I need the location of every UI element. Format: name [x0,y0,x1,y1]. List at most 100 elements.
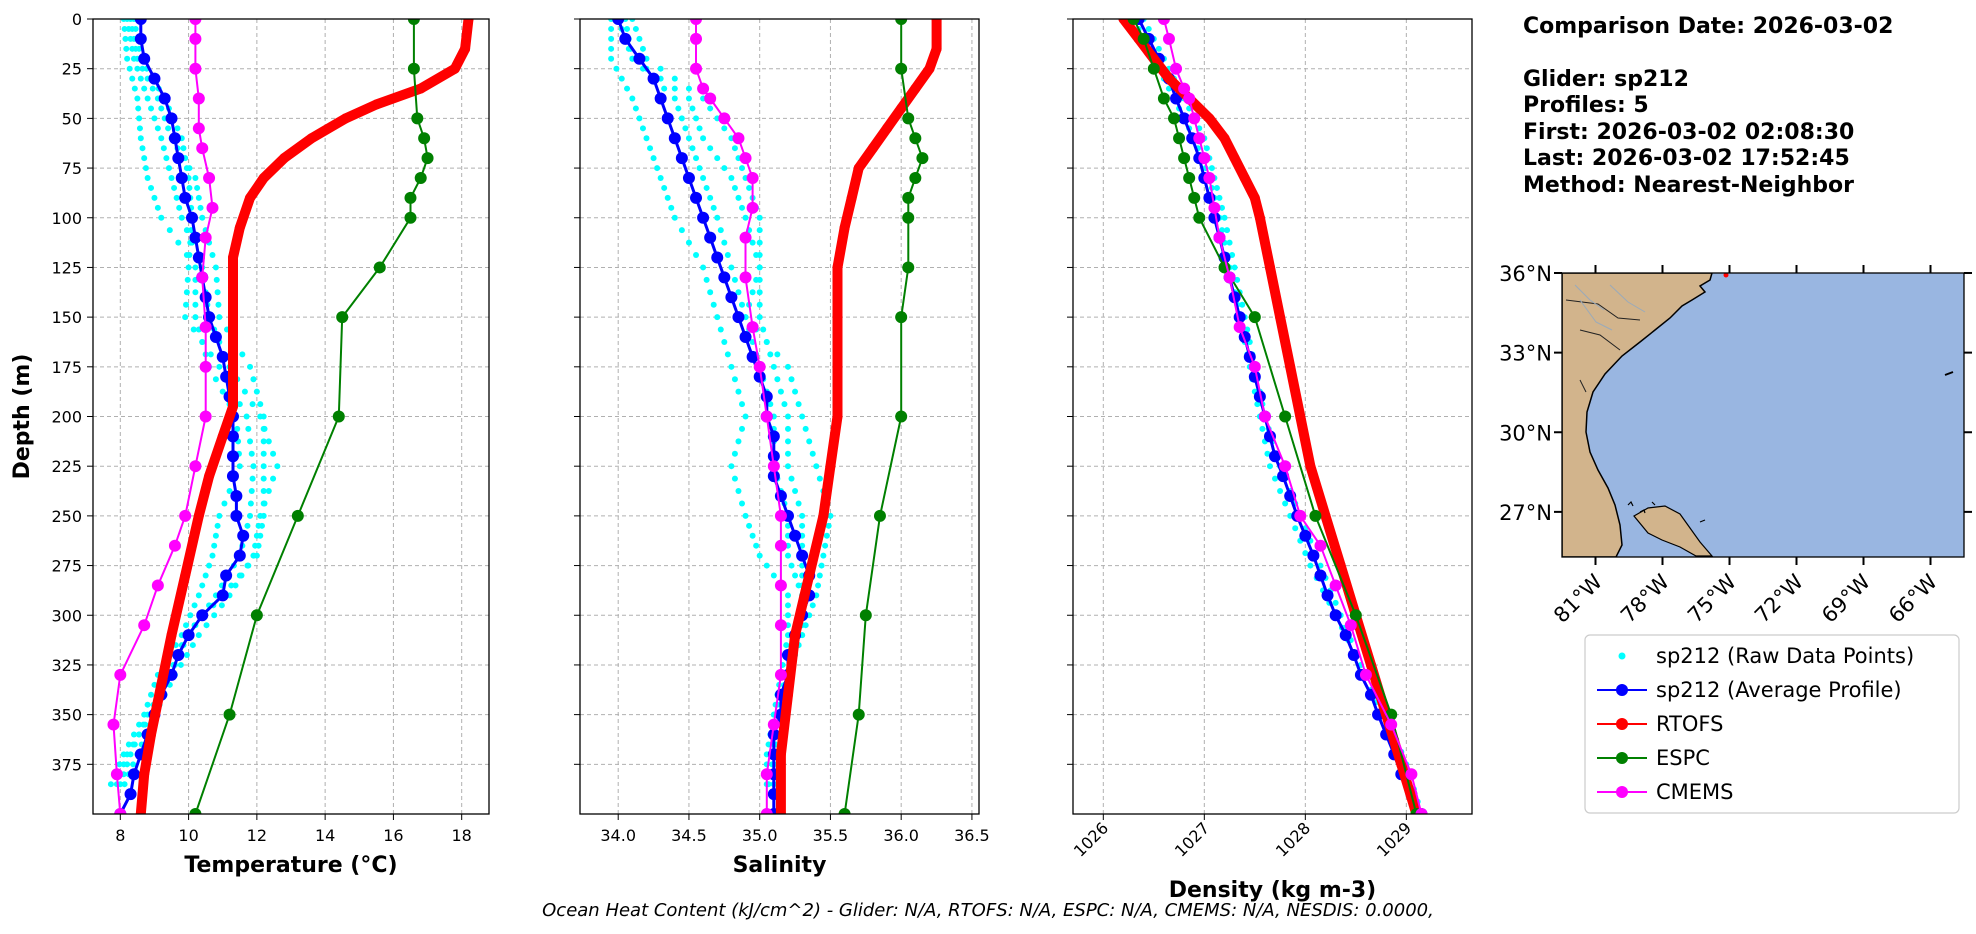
raw-data-point [123,45,130,52]
y-tick-label: 100 [51,209,82,228]
rtofs-point [1204,113,1215,124]
raw-data-point [784,425,791,432]
raw-data-point [176,204,183,211]
legend-label-raw: sp212 (Raw Data Points) [1656,644,1914,668]
avg-point [165,112,178,125]
raw-data-point [818,562,825,569]
raw-data-point [236,572,243,579]
y-tick-label: 25 [62,60,82,79]
rtofs-point [139,769,150,780]
raw-data-point [816,572,823,579]
map-rivers [1574,284,1646,331]
raw-data-point [144,95,151,102]
avg-point [134,19,147,25]
raw-data-point [207,351,214,358]
espc-point [418,132,431,145]
raw-data-point [130,731,137,738]
raw-data-point [168,175,175,181]
raw-data-point [221,500,228,507]
map-bahamas [1627,500,1706,523]
raw-data-point [707,194,714,201]
raw-data-point [215,301,222,308]
avg-point [216,350,229,363]
raw-data-point [618,75,625,82]
raw-data-point [799,522,806,529]
raw-data-point [197,204,204,211]
method: Method: Nearest-Neighbor [1523,172,1854,198]
rtofs-point [258,173,269,183]
raw-data-point [260,463,267,470]
cmems-point [1314,539,1327,552]
raw-data-point [253,388,260,395]
rtofs-point [227,361,238,372]
y-axis-label: Depth (m) [10,354,35,480]
raw-data-point [710,204,717,211]
espc-point [902,112,915,125]
rtofs-point [217,431,228,442]
avg-point [746,350,759,363]
raw-data-point [815,582,822,589]
raw-data-point [1244,326,1251,333]
raw-data-point [236,463,243,470]
cmems-line [112,19,214,814]
avg-point [647,72,660,85]
raw-data-point [809,450,816,457]
raw-data-point [203,622,210,629]
x-tick-label: 8 [115,826,125,845]
raw-data-point [127,19,134,22]
raw-data-point [608,25,615,32]
raw-data-point [270,450,277,457]
x-axis-label: Salinity [733,853,827,878]
espc-point [407,19,420,25]
y-tick-label: 50 [62,109,82,128]
cmems-point [774,619,787,632]
raw-data-point [728,463,735,470]
espc-point [189,808,202,814]
cmems-point [192,122,205,135]
avg-point [182,629,195,642]
raw-data-point [236,401,243,408]
raw-data-point [795,500,802,507]
cmems-point [1170,62,1183,75]
avg-point [158,92,171,105]
legend-label-cmems: CMEMS [1656,780,1734,804]
raw-data-point [209,552,216,559]
avg-point [230,509,243,522]
raw-data-point [746,184,753,191]
raw-data-point [717,227,724,234]
rtofs-point [1285,361,1296,372]
raw-data-point [763,338,770,345]
rtofs-point [227,252,238,263]
raw-data-point [218,602,225,609]
rtofs-point [227,322,238,333]
espc-point [1309,509,1322,522]
rtofs-point [204,471,215,482]
x-tick-label: 14 [315,826,335,845]
raw-data-point [784,438,791,445]
cmems-point [1329,579,1342,592]
avg-point [127,768,140,781]
rtofs-point [1219,133,1230,144]
raw-data-point [721,338,728,345]
cmems-point [739,271,752,284]
density-panel: 1026 1027 1028 1029 Density (kg m-3) [1067,18,1473,903]
rtofs-point [924,63,935,74]
avg-point [767,728,780,741]
raw-data-point [823,532,830,539]
raw-data-point [144,701,151,708]
map-y-tick-label: 33°N [1499,342,1552,366]
espc-point [404,211,417,224]
avg-point [199,291,212,304]
avg-point [633,52,646,65]
raw-data-point [661,184,668,191]
raw-data-point [721,239,728,246]
raw-data-point [107,781,114,788]
cmems-point [732,132,745,145]
raw-data-point [247,500,254,507]
raw-data-point [671,95,678,102]
espc-point [895,410,908,423]
raw-data-point [185,264,192,271]
x-tick-label: 1029 [1373,818,1415,860]
raw-data-point [177,661,184,668]
raw-data-point [1226,239,1233,246]
